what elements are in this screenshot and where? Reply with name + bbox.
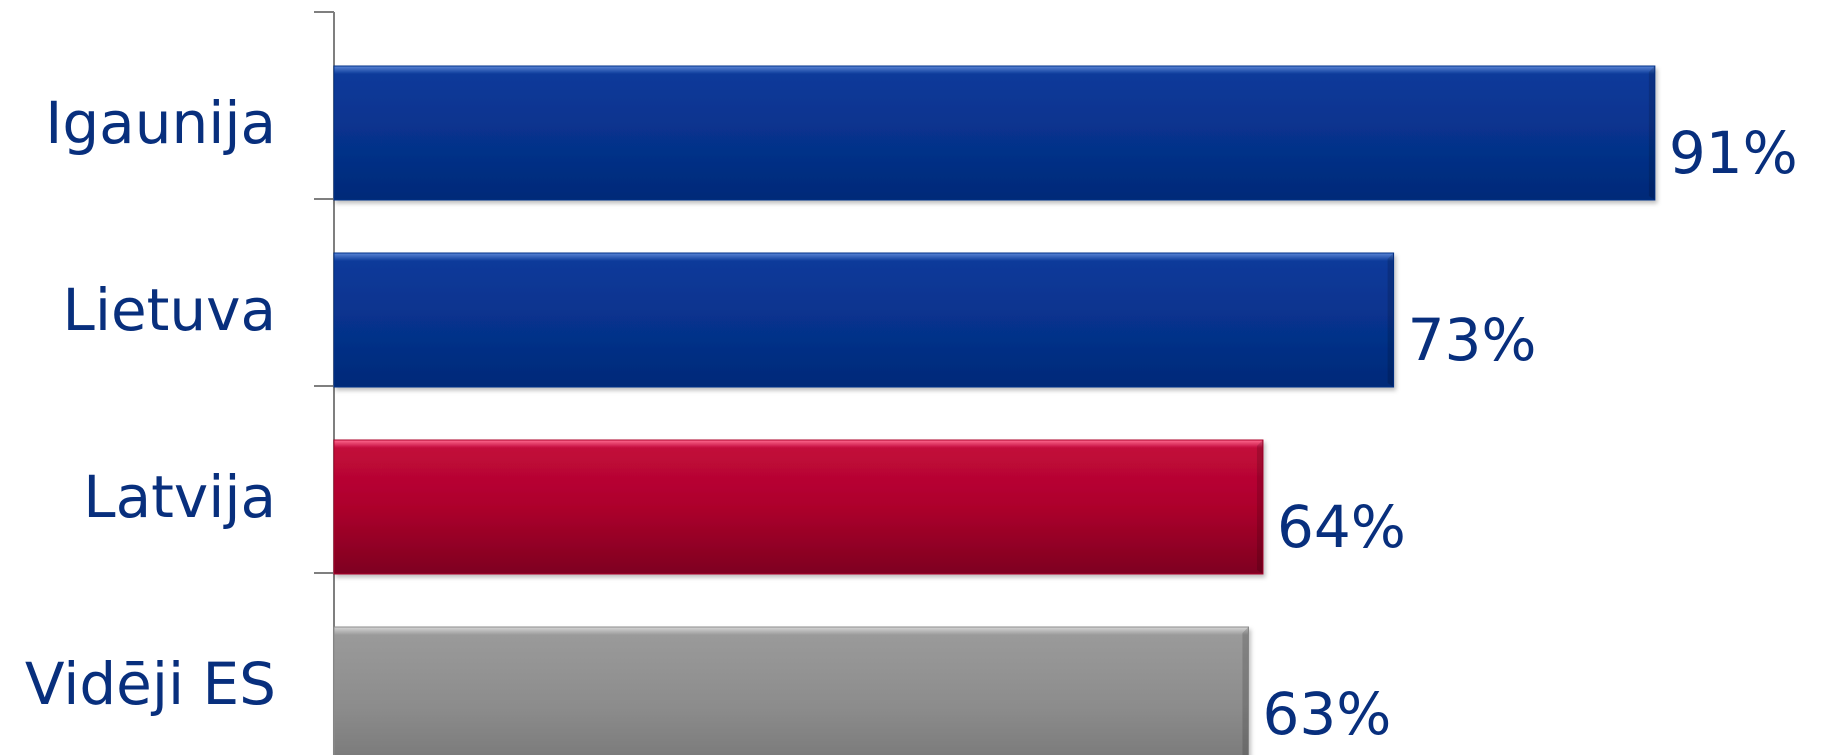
value-label-vid-ji-es: 63% (1262, 680, 1391, 748)
bar-bevel-latvija (1256, 440, 1263, 574)
bar-bevel-lietuva (1387, 253, 1394, 387)
value-label-latvija: 64% (1277, 493, 1406, 561)
bar-igaunija (333, 65, 1656, 201)
value-label-lietuva: 73% (1408, 306, 1537, 374)
labels-layer: Igaunija 91% Lietuva 73% Latvija 64% Vidēji ES… (25, 89, 1798, 748)
category-label-latvija: Latvija (83, 463, 276, 531)
category-label-vid-ji-es: Vidēji ES (25, 650, 276, 718)
bar-latvija (333, 439, 1264, 575)
bar-lietuva (333, 252, 1395, 388)
value-label-igaunija: 91% (1669, 119, 1798, 187)
category-label-lietuva: Lietuva (63, 276, 276, 344)
category-label-igaunija: Igaunija (45, 89, 276, 157)
bar-bevel-igaunija (1648, 66, 1655, 200)
bar-vid-ji-es (333, 626, 1249, 755)
axis-layer (314, 11, 335, 755)
bar-bevel-vid-ji-es (1242, 627, 1249, 755)
bars-layer (333, 65, 1656, 755)
